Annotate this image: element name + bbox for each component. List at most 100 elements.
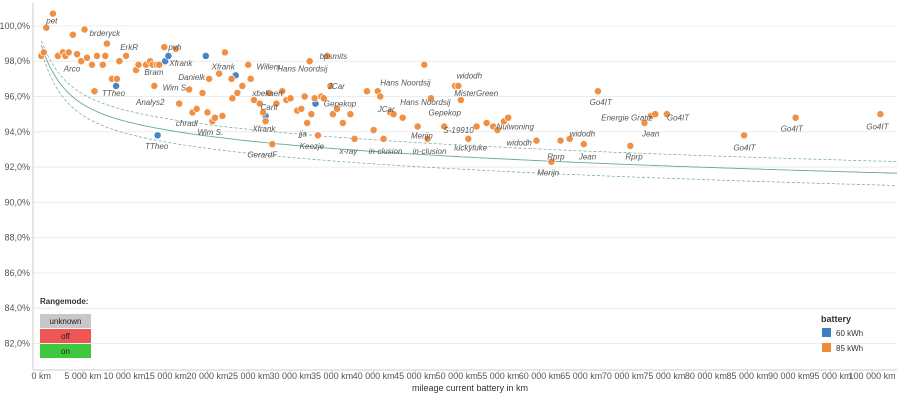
- data-point[interactable]: [268, 140, 277, 149]
- data-point[interactable]: [626, 141, 635, 150]
- data-point[interactable]: [255, 99, 264, 108]
- data-point[interactable]: [413, 122, 422, 131]
- data-point[interactable]: [338, 119, 347, 127]
- data-point[interactable]: [228, 94, 237, 103]
- data-point[interactable]: [379, 134, 388, 143]
- data-point[interactable]: [398, 113, 407, 122]
- data-point[interactable]: [307, 110, 316, 119]
- data-point[interactable]: [112, 74, 121, 83]
- data-point[interactable]: [122, 51, 130, 60]
- data-point[interactable]: [640, 119, 649, 127]
- data-point[interactable]: [134, 60, 143, 69]
- data-point[interactable]: [326, 81, 335, 90]
- data-point[interactable]: [456, 96, 465, 104]
- data-point[interactable]: [420, 60, 429, 69]
- data-point[interactable]: [350, 134, 359, 143]
- data-point[interactable]: [218, 111, 227, 120]
- data-point[interactable]: [297, 104, 306, 113]
- data-point[interactable]: [150, 81, 159, 90]
- data-point[interactable]: [246, 74, 255, 83]
- data-point[interactable]: [244, 60, 253, 69]
- data-point[interactable]: [201, 51, 210, 60]
- data-point[interactable]: [482, 119, 491, 127]
- data-point[interactable]: [791, 113, 800, 122]
- data-point[interactable]: [153, 131, 162, 140]
- data-point[interactable]: [472, 122, 481, 131]
- data-point[interactable]: [333, 104, 342, 113]
- data-point[interactable]: [547, 157, 556, 166]
- data-point[interactable]: [98, 60, 107, 69]
- data-point[interactable]: [205, 74, 214, 83]
- y-tick-label: 94,0%: [4, 127, 30, 137]
- data-point[interactable]: [876, 110, 885, 119]
- data-point[interactable]: [314, 131, 322, 140]
- data-point[interactable]: [192, 104, 201, 113]
- data-point[interactable]: [363, 87, 371, 96]
- data-point[interactable]: [532, 136, 541, 145]
- data-point[interactable]: [278, 87, 287, 96]
- data-point[interactable]: [80, 25, 89, 34]
- data-point[interactable]: [175, 99, 184, 108]
- data-point[interactable]: [264, 89, 273, 97]
- data-point[interactable]: [83, 53, 91, 62]
- data-point[interactable]: [48, 9, 57, 18]
- data-point[interactable]: [440, 122, 449, 131]
- data-point[interactable]: [464, 134, 473, 143]
- data-point[interactable]: [504, 113, 513, 122]
- data-point[interactable]: [73, 50, 81, 59]
- data-point[interactable]: [90, 87, 99, 96]
- data-point[interactable]: [160, 43, 169, 52]
- data-point[interactable]: [300, 92, 309, 101]
- data-point[interactable]: [220, 48, 229, 57]
- data-point[interactable]: [227, 74, 236, 83]
- data-point[interactable]: [305, 57, 314, 66]
- data-point[interactable]: [328, 110, 337, 119]
- data-point[interactable]: [556, 136, 565, 145]
- data-point[interactable]: [423, 134, 432, 143]
- data-point[interactable]: [93, 51, 101, 60]
- data-point[interactable]: [185, 85, 194, 94]
- data-point[interactable]: [171, 44, 180, 53]
- data-point[interactable]: [88, 60, 96, 69]
- data-point[interactable]: [68, 30, 77, 39]
- data-point[interactable]: [101, 51, 110, 60]
- data-point[interactable]: [593, 87, 602, 96]
- data-point[interactable]: [238, 81, 247, 90]
- point-label: Nulwoning: [497, 123, 535, 132]
- data-point[interactable]: [454, 81, 463, 90]
- data-point[interactable]: [261, 117, 270, 126]
- data-point[interactable]: [259, 108, 268, 117]
- data-point[interactable]: [740, 131, 749, 140]
- data-point[interactable]: [77, 57, 86, 66]
- data-point[interactable]: [42, 23, 51, 32]
- data-point[interactable]: [286, 94, 295, 103]
- data-point[interactable]: [155, 60, 164, 69]
- data-point[interactable]: [102, 39, 111, 48]
- data-point[interactable]: [323, 51, 332, 60]
- data-point[interactable]: [651, 110, 660, 119]
- data-point[interactable]: [164, 51, 173, 60]
- data-point[interactable]: [376, 92, 385, 101]
- data-point[interactable]: [493, 126, 502, 134]
- data-point[interactable]: [198, 89, 207, 97]
- data-point[interactable]: [115, 57, 124, 66]
- data-point[interactable]: [215, 69, 224, 78]
- data-point[interactable]: [346, 110, 355, 119]
- data-point[interactable]: [389, 110, 398, 119]
- data-point[interactable]: [565, 134, 574, 143]
- data-point[interactable]: [310, 94, 319, 103]
- data-point[interactable]: [250, 96, 258, 104]
- data-point[interactable]: [579, 140, 588, 149]
- data-point[interactable]: [662, 110, 671, 119]
- data-point[interactable]: [39, 48, 48, 57]
- data-point[interactable]: [303, 119, 312, 127]
- data-point[interactable]: [319, 94, 328, 103]
- data-point[interactable]: [233, 89, 242, 97]
- data-point[interactable]: [210, 113, 219, 122]
- data-point[interactable]: [203, 108, 212, 117]
- data-point[interactable]: [272, 99, 281, 108]
- data-point[interactable]: [369, 126, 378, 134]
- data-point[interactable]: [426, 94, 435, 103]
- data-point[interactable]: [64, 48, 73, 57]
